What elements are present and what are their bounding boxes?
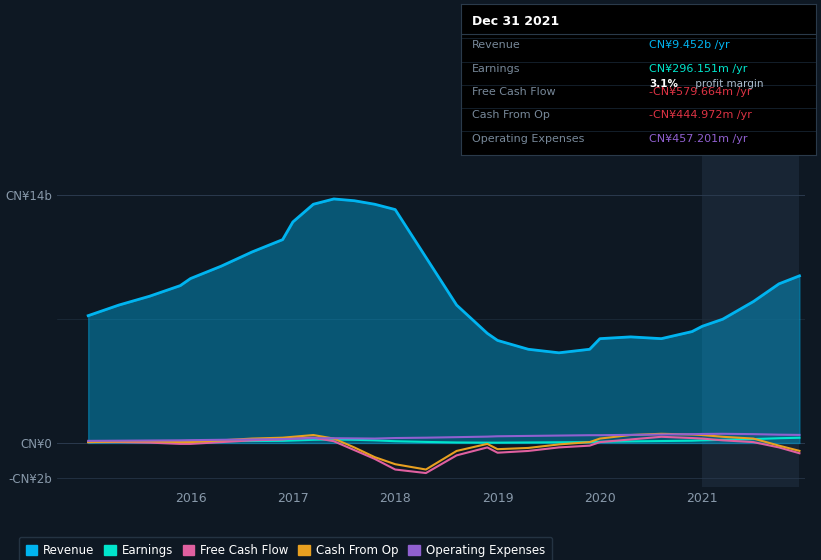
Text: -CN¥579.664m /yr: -CN¥579.664m /yr [649, 87, 752, 97]
Text: CN¥296.151m /yr: CN¥296.151m /yr [649, 64, 748, 74]
Text: Dec 31 2021: Dec 31 2021 [472, 15, 559, 28]
Text: Operating Expenses: Operating Expenses [472, 133, 585, 143]
Text: Cash From Op: Cash From Op [472, 110, 550, 120]
Text: -CN¥444.972m /yr: -CN¥444.972m /yr [649, 110, 752, 120]
Bar [702, 151, 800, 487]
Text: 3.1%: 3.1% [649, 79, 678, 89]
Text: Revenue: Revenue [472, 40, 521, 50]
Text: CN¥457.201m /yr: CN¥457.201m /yr [649, 133, 748, 143]
Text: Free Cash Flow: Free Cash Flow [472, 87, 556, 97]
Text: profit margin: profit margin [692, 79, 764, 89]
Text: CN¥9.452b /yr: CN¥9.452b /yr [649, 40, 730, 50]
Legend: Revenue, Earnings, Free Cash Flow, Cash From Op, Operating Expenses: Revenue, Earnings, Free Cash Flow, Cash … [19, 537, 552, 560]
Text: Earnings: Earnings [472, 64, 521, 74]
